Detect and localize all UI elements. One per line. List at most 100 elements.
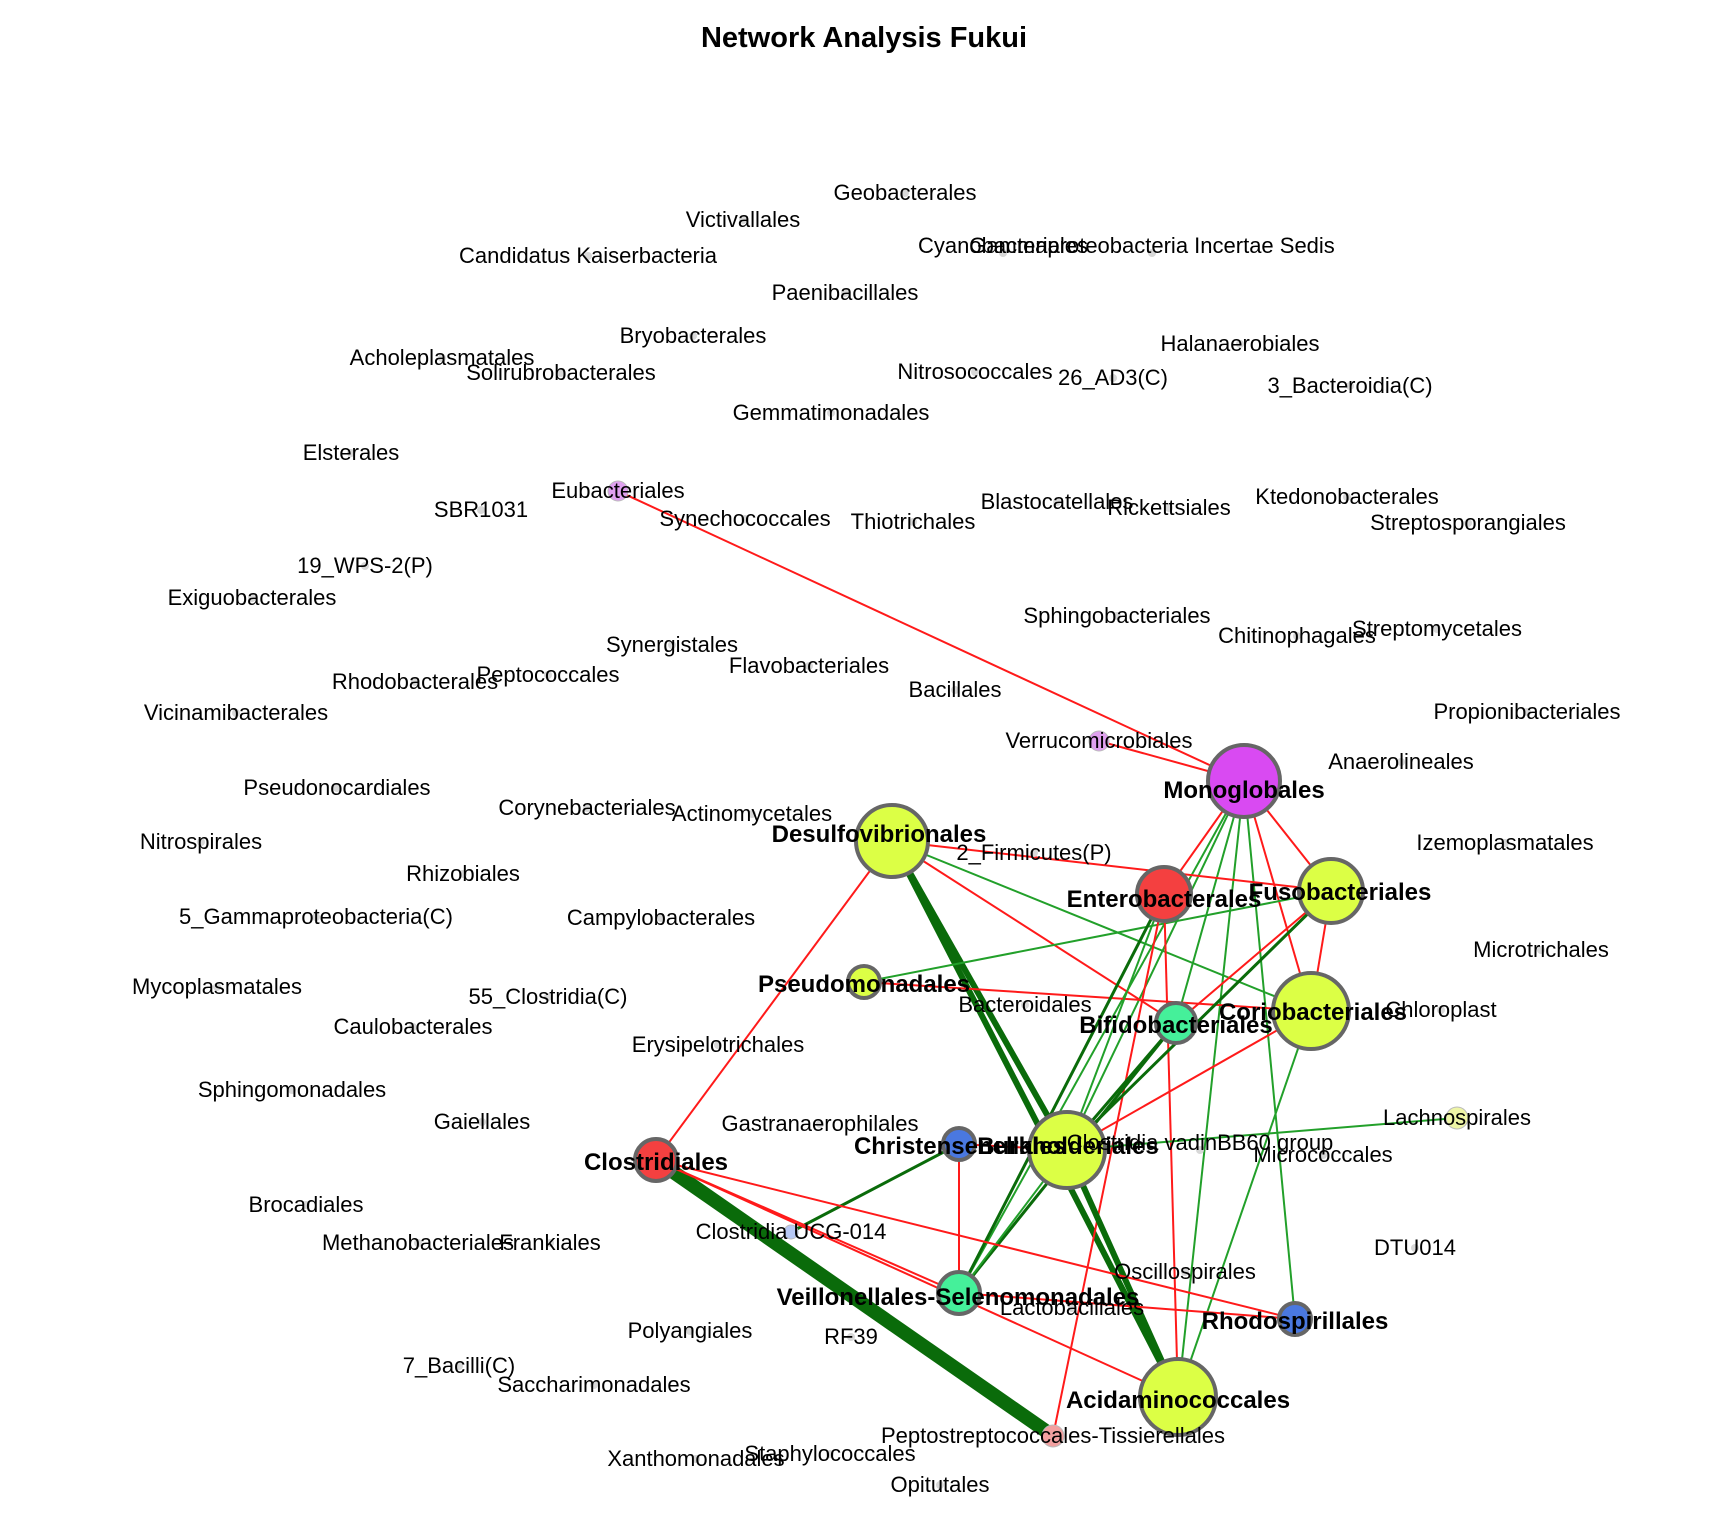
- node-staphylococcales: [826, 1450, 834, 1458]
- chart-title: Network Analysis Fukui: [700, 22, 1028, 54]
- node-label-chitinophagales: Chitinophagales: [1218, 623, 1376, 648]
- node-label-opitutales: Opitutales: [890, 1472, 989, 1497]
- node-label-enterobacterales: Enterobacterales: [1067, 886, 1262, 913]
- node-label-gemmatimonadales: Gemmatimonadales: [733, 400, 930, 425]
- node-label-methanobacteriales: Methanobacteriales: [322, 1230, 514, 1255]
- node-label-cyanobacteriales: Cyanobacteriales: [918, 233, 1088, 258]
- node-label-7-bacilli-c: 7_Bacilli(C): [403, 1353, 515, 1378]
- node-label-actinomycetales: Actinomycetales: [672, 801, 832, 826]
- node-label-lactobacillales: Lactobacillales: [1000, 1295, 1144, 1320]
- node-label-anaerolineales: Anaerolineales: [1328, 749, 1474, 774]
- node-acholeplasmatales: [438, 354, 446, 362]
- edge-burkholderiales-to-lachnospirales: [1066, 1117, 1458, 1151]
- node-label-microtrichales: Microtrichales: [1473, 937, 1609, 962]
- node-bacillales: [951, 686, 959, 694]
- node-label-elsterales: Elsterales: [303, 440, 400, 465]
- node-layer: [197, 189, 1545, 1489]
- node-propionibacteriales: [1523, 708, 1531, 716]
- edge-enterobacterales-to-veillonellales-selenomonadales: [957, 893, 1166, 1294]
- node-label-saccharimonadales: Saccharimonadales: [497, 1372, 690, 1397]
- node-lactobacillales: [1068, 1304, 1076, 1312]
- node-label-rhizobiales: Rhizobiales: [406, 861, 520, 886]
- node-bacteroidales: [1021, 1001, 1029, 1009]
- node-label-oscillospirales: Oscillospirales: [1114, 1259, 1256, 1284]
- node-label-solirubrobacterales: Solirubrobacterales: [466, 360, 656, 385]
- node-dtu014: [1411, 1244, 1419, 1252]
- node-label-mycoplasmatales: Mycoplasmatales: [132, 974, 302, 999]
- node-streptomycetales: [1433, 625, 1441, 633]
- edge-monoglobales-to-bifidobacteriales: [1175, 780, 1245, 1024]
- node-label-frankiales: Frankiales: [499, 1230, 600, 1255]
- node-label-ktedonobacterales: Ktedonobacterales: [1255, 484, 1438, 509]
- node-label-gastranaerophilales: Gastranaerophilales: [722, 1111, 919, 1136]
- label-layer: Geobacterales Victivallales Candidatus Kai…: [132, 180, 1621, 1497]
- node-saccharimonadales: [590, 1381, 598, 1389]
- node-anaerolineales: [1397, 758, 1405, 766]
- node-gastranaerophilales: [816, 1120, 824, 1128]
- node-rf39: [847, 1333, 855, 1341]
- node-label-candidatus-kaiserbacteria: Candidatus Kaiserbacteria: [459, 243, 718, 268]
- node-paenibacillales: [841, 289, 849, 297]
- edge-layer: [617, 490, 1458, 1442]
- node-label-peptococcales: Peptococcales: [476, 662, 619, 687]
- node-7-bacilli-c: [455, 1362, 463, 1370]
- node-victivallales: [739, 216, 747, 224]
- edge-monoglobales-to-veillonellales-selenomonadales: [958, 780, 1245, 1294]
- node-label-clostridia-vadinbb60-group: Clostridia vadinBB60 group: [1067, 1130, 1334, 1155]
- node-label-blastocatellales: Blastocatellales: [981, 489, 1134, 514]
- node-26-ad3-c: [1109, 374, 1117, 382]
- node-label-rickettsiales: Rickettsiales: [1107, 495, 1230, 520]
- node-synechococcales: [741, 515, 749, 523]
- node-label-exiguobacterales: Exiguobacterales: [168, 585, 337, 610]
- node-label-thiotrichales: Thiotrichales: [851, 509, 976, 534]
- node-label-acidaminococcales: Acidaminococcales: [1066, 1387, 1290, 1414]
- node-label-bifidobacteriales: Bifidobacteriales: [1079, 1012, 1272, 1039]
- node-label-gammaproteobacteria-incertae-sedis: Gammaproteobacteria Incertae Sedis: [969, 233, 1335, 258]
- node-blastocatellales: [1053, 498, 1061, 506]
- node-label-coriobacteriales: Coriobacteriales: [1219, 999, 1407, 1026]
- node-synergistales: [668, 641, 676, 649]
- edge-desulfovibrionales-to-fusobacteriales: [891, 840, 1332, 892]
- node-55-clostridia-c: [544, 993, 552, 1001]
- node-label-streptomycetales: Streptomycetales: [1352, 616, 1522, 641]
- node-label-burkholderiales: Burkholderiales: [977, 1133, 1158, 1160]
- node-candidatus-kaiserbacteria: [584, 252, 592, 260]
- edge-christensenellales-to-clostridia-ucg-014: [790, 1142, 960, 1234]
- node-5-gammaproteobacteria-c: [312, 913, 320, 921]
- node-bifidobacteriales: [1154, 1001, 1198, 1045]
- node-label-micrococcales: Micrococcales: [1253, 1142, 1392, 1167]
- node-label-19-wps-2-p: 19_WPS-2(P): [297, 553, 433, 578]
- edge-burkholderiales-to-acidaminococcales: [1064, 1148, 1181, 1399]
- node-label-synergistales: Synergistales: [606, 632, 738, 657]
- node-label-acholeplasmatales: Acholeplasmatales: [350, 345, 535, 370]
- node-19-wps-2-p: [361, 562, 369, 570]
- node-polyangiales: [686, 1327, 694, 1335]
- edge-desulfovibrionales-to-bifidobacteriales: [891, 840, 1177, 1024]
- node-bryobacterales: [689, 332, 697, 340]
- edge-monoglobales-to-acidaminococcales: [1177, 780, 1245, 1398]
- node-label-clostridiales: Clostridiales: [584, 1149, 728, 1176]
- node-label-5-gammaproteobacteria-c: 5_Gammaproteobacteria(C): [179, 904, 453, 929]
- node-oscillospirales: [1181, 1268, 1189, 1276]
- node-label-campylobacterales: Campylobacterales: [567, 905, 755, 930]
- node-eubacteriales: [607, 480, 629, 502]
- node-gammaproteobacteria-incertae-sedis: [1148, 249, 1156, 257]
- node-actinomycetales: [748, 810, 756, 818]
- node-label-gaiellales: Gaiellales: [434, 1109, 531, 1134]
- edge-clostridiales-to-rhodospirillales: [655, 1159, 1296, 1320]
- node-gemmatimonadales: [827, 409, 835, 417]
- node-label-brocadiales: Brocadiales: [249, 1192, 364, 1217]
- node-christensenellales: [941, 1126, 977, 1162]
- node-micrococcales: [1319, 1151, 1327, 1159]
- node-campylobacterales: [657, 914, 665, 922]
- node-label-flavobacteriales: Flavobacteriales: [729, 653, 889, 678]
- node-exiguobacterales: [248, 594, 256, 602]
- edge-desulfovibrionales-to-acidaminococcales: [889, 839, 1181, 1399]
- node-brocadiales: [302, 1201, 310, 1209]
- node-sphingobacteriales: [1113, 612, 1121, 620]
- node-label-staphylococcales: Staphylococcales: [744, 1441, 915, 1466]
- node-label-corynebacteriales: Corynebacteriales: [498, 795, 675, 820]
- edge-enterobacterales-to-burkholderiales: [1066, 893, 1165, 1151]
- node-fusobacteriales: [1297, 857, 1365, 925]
- node-rhodospirillales: [1277, 1301, 1313, 1337]
